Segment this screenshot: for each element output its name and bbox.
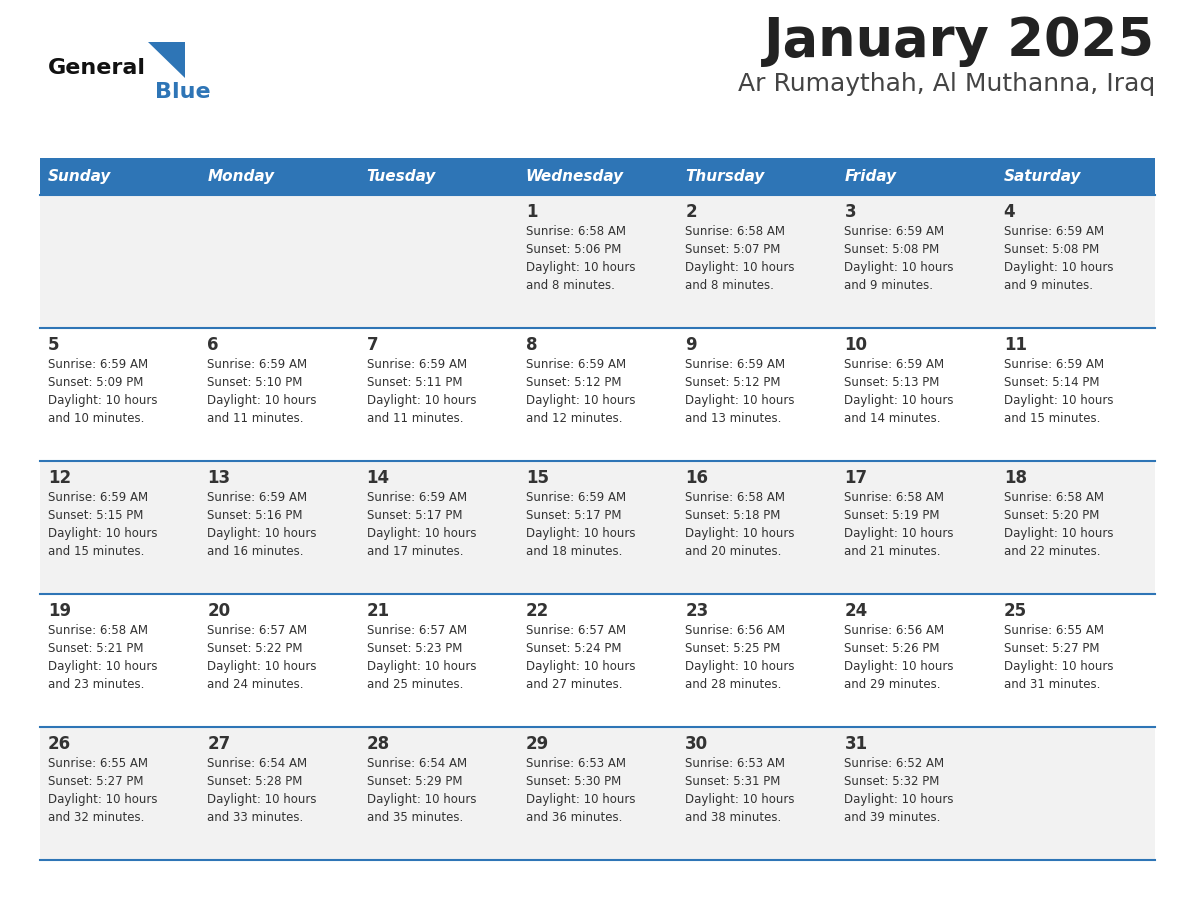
Bar: [518, 158, 677, 195]
Text: Sunrise: 6:58 AM
Sunset: 5:07 PM
Daylight: 10 hours
and 8 minutes.: Sunrise: 6:58 AM Sunset: 5:07 PM Dayligh…: [685, 225, 795, 292]
Text: Sunrise: 6:59 AM
Sunset: 5:12 PM
Daylight: 10 hours
and 13 minutes.: Sunrise: 6:59 AM Sunset: 5:12 PM Dayligh…: [685, 358, 795, 425]
Text: Sunrise: 6:58 AM
Sunset: 5:19 PM
Daylight: 10 hours
and 21 minutes.: Sunrise: 6:58 AM Sunset: 5:19 PM Dayligh…: [845, 491, 954, 558]
Text: Sunrise: 6:59 AM
Sunset: 5:13 PM
Daylight: 10 hours
and 14 minutes.: Sunrise: 6:59 AM Sunset: 5:13 PM Dayligh…: [845, 358, 954, 425]
Text: Sunrise: 6:58 AM
Sunset: 5:18 PM
Daylight: 10 hours
and 20 minutes.: Sunrise: 6:58 AM Sunset: 5:18 PM Dayligh…: [685, 491, 795, 558]
Text: Sunrise: 6:59 AM
Sunset: 5:09 PM
Daylight: 10 hours
and 10 minutes.: Sunrise: 6:59 AM Sunset: 5:09 PM Dayligh…: [48, 358, 158, 425]
Bar: [200, 158, 359, 195]
Text: 25: 25: [1004, 602, 1026, 620]
Text: Sunrise: 6:58 AM
Sunset: 5:21 PM
Daylight: 10 hours
and 23 minutes.: Sunrise: 6:58 AM Sunset: 5:21 PM Dayligh…: [48, 624, 158, 691]
Text: Sunrise: 6:58 AM
Sunset: 5:06 PM
Daylight: 10 hours
and 8 minutes.: Sunrise: 6:58 AM Sunset: 5:06 PM Dayligh…: [526, 225, 636, 292]
Text: Sunrise: 6:57 AM
Sunset: 5:24 PM
Daylight: 10 hours
and 27 minutes.: Sunrise: 6:57 AM Sunset: 5:24 PM Dayligh…: [526, 624, 636, 691]
Text: Sunrise: 6:59 AM
Sunset: 5:11 PM
Daylight: 10 hours
and 11 minutes.: Sunrise: 6:59 AM Sunset: 5:11 PM Dayligh…: [367, 358, 476, 425]
Text: Sunrise: 6:55 AM
Sunset: 5:27 PM
Daylight: 10 hours
and 31 minutes.: Sunrise: 6:55 AM Sunset: 5:27 PM Dayligh…: [1004, 624, 1113, 691]
Bar: [359, 158, 518, 195]
Text: 24: 24: [845, 602, 867, 620]
Text: General: General: [48, 58, 146, 78]
Bar: [996, 158, 1155, 195]
Text: Sunrise: 6:56 AM
Sunset: 5:25 PM
Daylight: 10 hours
and 28 minutes.: Sunrise: 6:56 AM Sunset: 5:25 PM Dayligh…: [685, 624, 795, 691]
Text: Sunrise: 6:52 AM
Sunset: 5:32 PM
Daylight: 10 hours
and 39 minutes.: Sunrise: 6:52 AM Sunset: 5:32 PM Dayligh…: [845, 757, 954, 824]
Text: 13: 13: [207, 469, 230, 487]
Text: Sunrise: 6:59 AM
Sunset: 5:15 PM
Daylight: 10 hours
and 15 minutes.: Sunrise: 6:59 AM Sunset: 5:15 PM Dayligh…: [48, 491, 158, 558]
Text: Sunrise: 6:59 AM
Sunset: 5:16 PM
Daylight: 10 hours
and 16 minutes.: Sunrise: 6:59 AM Sunset: 5:16 PM Dayligh…: [207, 491, 317, 558]
Text: Sunrise: 6:57 AM
Sunset: 5:23 PM
Daylight: 10 hours
and 25 minutes.: Sunrise: 6:57 AM Sunset: 5:23 PM Dayligh…: [367, 624, 476, 691]
Text: 10: 10: [845, 336, 867, 354]
Polygon shape: [148, 42, 185, 78]
Bar: [40, 594, 1155, 727]
Text: 20: 20: [207, 602, 230, 620]
Text: 15: 15: [526, 469, 549, 487]
Bar: [677, 158, 836, 195]
Text: Sunrise: 6:59 AM
Sunset: 5:08 PM
Daylight: 10 hours
and 9 minutes.: Sunrise: 6:59 AM Sunset: 5:08 PM Dayligh…: [1004, 225, 1113, 292]
Text: 27: 27: [207, 735, 230, 753]
Text: Sunday: Sunday: [48, 169, 112, 184]
Text: Sunrise: 6:59 AM
Sunset: 5:17 PM
Daylight: 10 hours
and 17 minutes.: Sunrise: 6:59 AM Sunset: 5:17 PM Dayligh…: [367, 491, 476, 558]
Text: 7: 7: [367, 336, 378, 354]
Text: 28: 28: [367, 735, 390, 753]
Text: Sunrise: 6:59 AM
Sunset: 5:14 PM
Daylight: 10 hours
and 15 minutes.: Sunrise: 6:59 AM Sunset: 5:14 PM Dayligh…: [1004, 358, 1113, 425]
Text: January 2025: January 2025: [764, 15, 1155, 67]
Bar: [40, 461, 1155, 594]
Text: Sunrise: 6:56 AM
Sunset: 5:26 PM
Daylight: 10 hours
and 29 minutes.: Sunrise: 6:56 AM Sunset: 5:26 PM Dayligh…: [845, 624, 954, 691]
Text: 4: 4: [1004, 203, 1016, 221]
Text: 26: 26: [48, 735, 71, 753]
Text: Sunrise: 6:53 AM
Sunset: 5:30 PM
Daylight: 10 hours
and 36 minutes.: Sunrise: 6:53 AM Sunset: 5:30 PM Dayligh…: [526, 757, 636, 824]
Text: Sunrise: 6:53 AM
Sunset: 5:31 PM
Daylight: 10 hours
and 38 minutes.: Sunrise: 6:53 AM Sunset: 5:31 PM Dayligh…: [685, 757, 795, 824]
Text: 23: 23: [685, 602, 708, 620]
Text: 6: 6: [207, 336, 219, 354]
Text: 11: 11: [1004, 336, 1026, 354]
Text: Friday: Friday: [845, 169, 897, 184]
Text: 12: 12: [48, 469, 71, 487]
Text: Sunrise: 6:55 AM
Sunset: 5:27 PM
Daylight: 10 hours
and 32 minutes.: Sunrise: 6:55 AM Sunset: 5:27 PM Dayligh…: [48, 757, 158, 824]
Text: Wednesday: Wednesday: [526, 169, 624, 184]
Text: Sunrise: 6:59 AM
Sunset: 5:08 PM
Daylight: 10 hours
and 9 minutes.: Sunrise: 6:59 AM Sunset: 5:08 PM Dayligh…: [845, 225, 954, 292]
Text: 14: 14: [367, 469, 390, 487]
Text: 21: 21: [367, 602, 390, 620]
Text: Monday: Monday: [207, 169, 274, 184]
Text: Sunrise: 6:59 AM
Sunset: 5:10 PM
Daylight: 10 hours
and 11 minutes.: Sunrise: 6:59 AM Sunset: 5:10 PM Dayligh…: [207, 358, 317, 425]
Text: Sunrise: 6:54 AM
Sunset: 5:28 PM
Daylight: 10 hours
and 33 minutes.: Sunrise: 6:54 AM Sunset: 5:28 PM Dayligh…: [207, 757, 317, 824]
Bar: [40, 158, 200, 195]
Text: Thursday: Thursday: [685, 169, 765, 184]
Text: Sunrise: 6:59 AM
Sunset: 5:12 PM
Daylight: 10 hours
and 12 minutes.: Sunrise: 6:59 AM Sunset: 5:12 PM Dayligh…: [526, 358, 636, 425]
Text: Ar Rumaythah, Al Muthanna, Iraq: Ar Rumaythah, Al Muthanna, Iraq: [738, 72, 1155, 96]
Bar: [836, 158, 996, 195]
Text: 19: 19: [48, 602, 71, 620]
Text: Blue: Blue: [154, 82, 210, 102]
Bar: [40, 328, 1155, 461]
Text: 29: 29: [526, 735, 549, 753]
Text: 8: 8: [526, 336, 537, 354]
Bar: [40, 727, 1155, 860]
Text: 3: 3: [845, 203, 857, 221]
Text: 22: 22: [526, 602, 549, 620]
Text: 16: 16: [685, 469, 708, 487]
Text: 30: 30: [685, 735, 708, 753]
Text: Sunrise: 6:54 AM
Sunset: 5:29 PM
Daylight: 10 hours
and 35 minutes.: Sunrise: 6:54 AM Sunset: 5:29 PM Dayligh…: [367, 757, 476, 824]
Text: Sunrise: 6:58 AM
Sunset: 5:20 PM
Daylight: 10 hours
and 22 minutes.: Sunrise: 6:58 AM Sunset: 5:20 PM Dayligh…: [1004, 491, 1113, 558]
Text: Saturday: Saturday: [1004, 169, 1081, 184]
Text: 5: 5: [48, 336, 59, 354]
Text: 9: 9: [685, 336, 697, 354]
Text: 2: 2: [685, 203, 697, 221]
Text: 1: 1: [526, 203, 537, 221]
Text: Sunrise: 6:59 AM
Sunset: 5:17 PM
Daylight: 10 hours
and 18 minutes.: Sunrise: 6:59 AM Sunset: 5:17 PM Dayligh…: [526, 491, 636, 558]
Text: 18: 18: [1004, 469, 1026, 487]
Text: Sunrise: 6:57 AM
Sunset: 5:22 PM
Daylight: 10 hours
and 24 minutes.: Sunrise: 6:57 AM Sunset: 5:22 PM Dayligh…: [207, 624, 317, 691]
Text: 31: 31: [845, 735, 867, 753]
Bar: [40, 195, 1155, 328]
Text: Tuesday: Tuesday: [367, 169, 436, 184]
Text: 17: 17: [845, 469, 867, 487]
